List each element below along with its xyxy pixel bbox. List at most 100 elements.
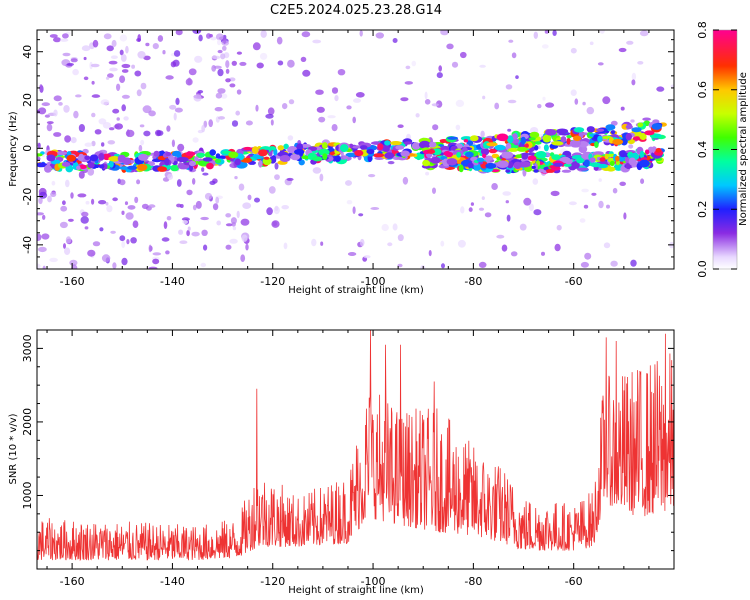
spectrogram-cell: [368, 174, 376, 178]
spectrogram-cell: [174, 107, 183, 113]
spectrogram-cell: [91, 94, 101, 98]
spectrogram-cell: [99, 227, 104, 232]
spectrogram-cell: [209, 149, 216, 156]
spectrogram-cell: [359, 30, 363, 37]
spectrogram-cell: [156, 130, 164, 136]
spectrogram-cell: [554, 243, 561, 252]
spectrogram-cell: [618, 47, 627, 53]
spectrogram-cell: [61, 161, 71, 167]
spectrogram-cell: [109, 67, 118, 72]
spectrogram-cell: [201, 167, 205, 172]
spectrogram-cell: [276, 36, 283, 45]
spectrogram-cell: [573, 127, 585, 133]
colorbar-tick-label: 0.8: [696, 21, 709, 39]
spectrogram-cell: [208, 119, 213, 128]
spectrogram-cell: [38, 197, 43, 205]
spectrogram-cell: [541, 251, 545, 256]
spectrogram-cell: [570, 89, 577, 96]
spectrogram-cell: [126, 239, 130, 245]
spectrogram-cell: [236, 210, 240, 219]
spectrogram-cell: [507, 99, 517, 104]
spectrogram-cell: [515, 75, 519, 79]
spectrogram-cell: [527, 155, 537, 161]
spectrogram-cell: [167, 173, 174, 180]
spectrogram-cell: [446, 43, 454, 50]
spectrogram-cell: [346, 200, 353, 205]
spectrogram-cell: [164, 158, 170, 166]
spectrogram-cell: [311, 238, 317, 247]
spectrogram-cell: [541, 44, 549, 49]
spectrogram-cell: [251, 146, 259, 155]
spectrogram-cell: [265, 113, 274, 119]
spectrogram-cell: [458, 164, 464, 173]
spectrogram-cell: [94, 129, 102, 135]
spectrogram-cell: [116, 83, 121, 92]
spectrogram-cell: [200, 262, 207, 268]
spectrogram-cell: [603, 242, 611, 249]
spectrogram-cell: [507, 147, 519, 152]
spectrogram-cell: [242, 202, 252, 209]
spectrogram-cell: [480, 147, 490, 156]
spectrogram-cell: [422, 159, 430, 167]
spectrogram-cell: [370, 207, 380, 210]
spectrogram-cell: [598, 200, 604, 209]
spectrogram-cell: [354, 150, 364, 157]
spectrogram-cell: [37, 263, 41, 269]
spectrogram-cell: [507, 128, 512, 132]
spectrogram-cell: [501, 151, 514, 159]
spectrogram-cell: [363, 255, 371, 259]
spectrogram-cell: [134, 196, 139, 204]
y-tick-label: 1000: [21, 481, 34, 509]
spectrogram-cell: [579, 218, 586, 223]
spectrogram-cell: [274, 174, 280, 181]
spectrogram-cell: [112, 197, 118, 202]
spectrogram-cell: [206, 33, 212, 39]
spectrogram-cell: [258, 149, 268, 157]
spectrogram-cell: [216, 220, 221, 226]
spectrogram-cell: [255, 104, 259, 112]
spectrogram-cell: [148, 244, 152, 253]
spectrogram-cell: [229, 83, 236, 88]
spectrogram-cell: [124, 201, 129, 206]
spectrogram-cell: [56, 151, 68, 156]
spectrogram-cell: [510, 145, 519, 149]
spectrogram-cell: [189, 160, 196, 167]
x-tick-label: -140: [160, 275, 185, 288]
spectrogram-cell: [566, 137, 571, 145]
spectrogram-cell: [602, 96, 611, 105]
spectrogram-cell: [225, 78, 231, 83]
spectrogram-cell: [66, 62, 75, 66]
spectrogram-cell: [202, 157, 213, 162]
spectrogram-cell: [81, 45, 91, 52]
spectrogram-cell: [534, 145, 539, 151]
spectrogram-cell: [247, 194, 252, 201]
snr-series-line: [37, 330, 674, 562]
spectrogram-cell: [481, 196, 485, 201]
spectrogram-cell: [252, 42, 261, 51]
spectrogram-cell: [75, 94, 82, 98]
spectrogram-cell: [230, 217, 237, 225]
spectrogram-cell: [98, 164, 105, 169]
spectrogram-cell: [615, 155, 620, 162]
spectrogram-cell: [125, 212, 134, 220]
spectrogram-cell: [424, 91, 428, 100]
spectrogram-cell: [315, 89, 324, 95]
spectrogram-cell: [441, 263, 445, 269]
spectrogram-cell: [53, 37, 61, 43]
spectrogram-cell: [108, 60, 118, 65]
spectrogram-cell: [119, 179, 126, 186]
spectrogram-cell: [169, 104, 177, 110]
spectrogram-cell: [175, 30, 183, 36]
spectrogram-cell: [201, 229, 208, 236]
spectrogram-cell: [534, 141, 542, 145]
spectrogram-cell: [470, 135, 479, 142]
spectrogram-cell: [586, 126, 595, 133]
spectrogram-cell: [544, 129, 557, 136]
spectrogram-cell: [231, 120, 239, 127]
spectrogram-cell: [200, 216, 209, 221]
spectrogram-cell: [551, 141, 564, 146]
spectrogram-cell: [268, 186, 276, 194]
spectrogram-cell: [217, 49, 223, 54]
spectrogram-cell: [126, 129, 130, 137]
spectrogram-cell: [217, 68, 224, 77]
